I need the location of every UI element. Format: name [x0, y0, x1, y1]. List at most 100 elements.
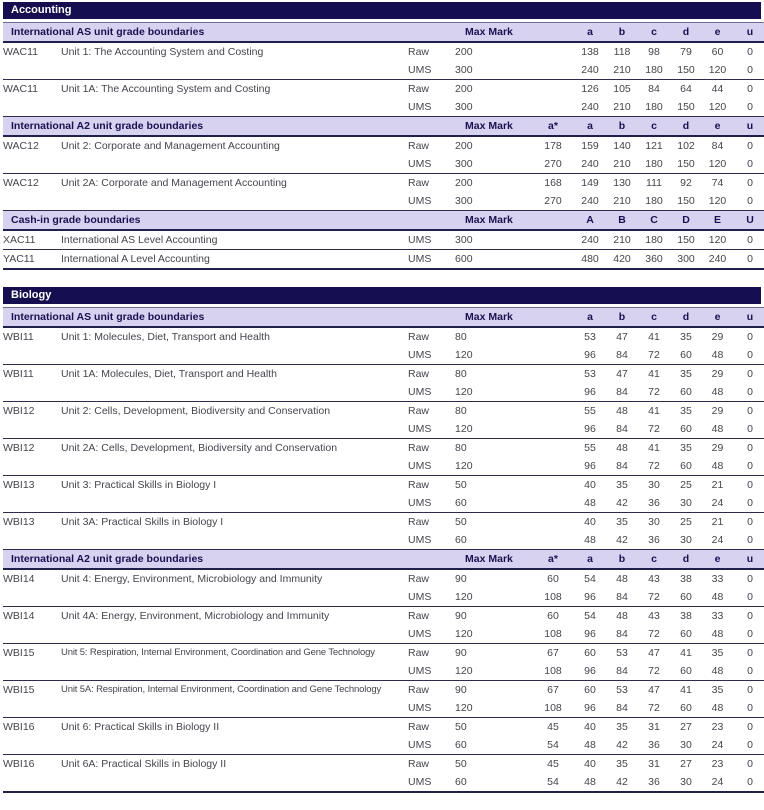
grade-value: 33 [711, 610, 724, 622]
unit-code: WAC11 [3, 79, 61, 117]
grade-value: 105 [613, 83, 631, 95]
grade-value: 72 [638, 625, 671, 644]
grade-value: 36 [638, 531, 671, 550]
grade-column-header: a* [532, 116, 575, 137]
mark-type-label: UMS [408, 383, 456, 402]
mark-type-label: UMS [408, 457, 456, 476]
grade-value: 210 [606, 192, 639, 211]
grade-value: 0 [747, 405, 753, 417]
grade-value [532, 457, 575, 476]
grade-column-header: B [606, 210, 639, 231]
grade-value [532, 365, 574, 384]
grade-column-header: A [574, 210, 607, 231]
grade-value: 48 [574, 494, 607, 513]
unit-group: WBI12 Unit 2A: Cells, Development, Biodiv… [3, 438, 764, 476]
grade-value: 35 [680, 442, 692, 454]
grade-value: 48 [702, 420, 734, 439]
grade-value: 53 [616, 647, 628, 659]
max-mark-value: 50 [455, 516, 467, 528]
grade-value: 108 [532, 588, 575, 607]
grade-value: 480 [574, 249, 607, 270]
max-mark-value: 300 [455, 192, 533, 211]
grade-value: 36 [638, 736, 671, 755]
max-mark-value: 600 [455, 249, 533, 270]
unit-group: WBI13 Unit 3A: Practical Skills in Biolog… [3, 512, 764, 550]
grade-value: 24 [702, 494, 734, 513]
grade-value [532, 531, 575, 550]
grade-value: 96 [574, 625, 607, 644]
max-mark-header: Max Mark [455, 549, 533, 570]
grade-value: 84 [606, 625, 639, 644]
grade-value: 120 [702, 98, 734, 117]
grade-value: 0 [747, 573, 753, 585]
grade-value: 240 [574, 230, 607, 250]
grade-value: 0 [747, 140, 753, 152]
grade-value: 54 [584, 610, 596, 622]
grade-value: 130 [613, 177, 631, 189]
unit-group: WAC11 Unit 1A: The Accounting System and … [3, 79, 764, 117]
unit-title: Unit 3A: Practical Skills in Biology I [61, 512, 408, 550]
grade-value: 0 [733, 230, 764, 250]
grade-value: 0 [733, 192, 764, 211]
grade-value [532, 383, 575, 402]
grade-value: 240 [574, 155, 607, 174]
max-mark-value: 50 [455, 721, 467, 733]
grade-value: 48 [574, 773, 607, 793]
grade-value: 25 [680, 479, 692, 491]
grade-value: 0 [733, 736, 764, 755]
unit-code: WBI12 [3, 438, 61, 476]
grade-value: 0 [747, 758, 753, 770]
grade-value: 0 [733, 155, 764, 174]
max-mark-value: 60 [455, 494, 533, 513]
max-mark-value: 80 [455, 442, 467, 454]
unit-row: WBI12 Unit 2A: Cells, Development, Biodiv… [3, 438, 764, 476]
grade-column-header: a [574, 307, 607, 328]
grade-value: 0 [733, 699, 764, 718]
unit-code: YAC11 [3, 249, 61, 270]
grade-value: 48 [616, 573, 628, 585]
grade-value: 150 [670, 98, 703, 117]
block-header-row: International AS unit grade boundaries Ma… [3, 307, 764, 328]
grade-value: 0 [733, 625, 764, 644]
mark-type-label: Raw [408, 684, 430, 696]
grade-value: 79 [680, 46, 692, 58]
max-mark-header: Max Mark [455, 116, 533, 137]
grade-column-header: d [670, 549, 703, 570]
grade-value: 240 [702, 249, 734, 270]
grade-value: 38 [680, 573, 692, 585]
unit-row: UMS 120 108 96 84 72 60 48 0 [3, 699, 764, 718]
unit-title: Unit 1A: Molecules, Diet, Transport and … [61, 364, 408, 402]
unit-row: WBI14 Unit 4A: Energy, Environment, Micro… [3, 606, 764, 644]
grade-value: 74 [711, 177, 724, 189]
grade-value: 30 [648, 516, 660, 528]
grade-value: 138 [581, 46, 599, 58]
grade-value: 48 [574, 736, 607, 755]
grade-value: 120 [702, 230, 734, 250]
grade-value: 41 [648, 442, 660, 454]
grade-value: 60 [584, 684, 596, 696]
grade-column-header: a [574, 116, 607, 137]
max-mark-value: 80 [455, 405, 467, 417]
grade-value: 60 [584, 647, 596, 659]
grade-value: 35 [616, 479, 628, 491]
max-mark-header: Max Mark [455, 210, 533, 231]
unit-row: UMS 120 108 96 84 72 60 48 0 [3, 662, 764, 681]
unit-code: WBI13 [3, 475, 61, 513]
grade-value: 0 [733, 383, 764, 402]
grade-boundaries-page: Accounting International AS unit grade bo… [3, 2, 764, 793]
grade-column-header [532, 210, 575, 231]
grade-value: 47 [648, 684, 660, 696]
max-mark-value: 120 [455, 383, 533, 402]
unit-group: WBI13 Unit 3: Practical Skills in Biology… [3, 475, 764, 513]
grade-value: 0 [733, 457, 764, 476]
grade-value: 0 [733, 531, 764, 550]
grade-value: 168 [544, 177, 562, 189]
unit-row: UMS 300 270 240 210 180 150 120 0 [3, 192, 764, 211]
unit-row: WBI13 Unit 3: Practical Skills in Biology… [3, 475, 764, 513]
grade-value: 67 [547, 684, 559, 696]
unit-row: WAC11 Unit 1: The Accounting System and C… [3, 42, 764, 80]
grade-value: 21 [711, 516, 724, 528]
grade-value [532, 80, 574, 99]
grade-boundary-table: International AS unit grade boundaries Ma… [3, 307, 764, 793]
grade-column-header [532, 307, 575, 328]
